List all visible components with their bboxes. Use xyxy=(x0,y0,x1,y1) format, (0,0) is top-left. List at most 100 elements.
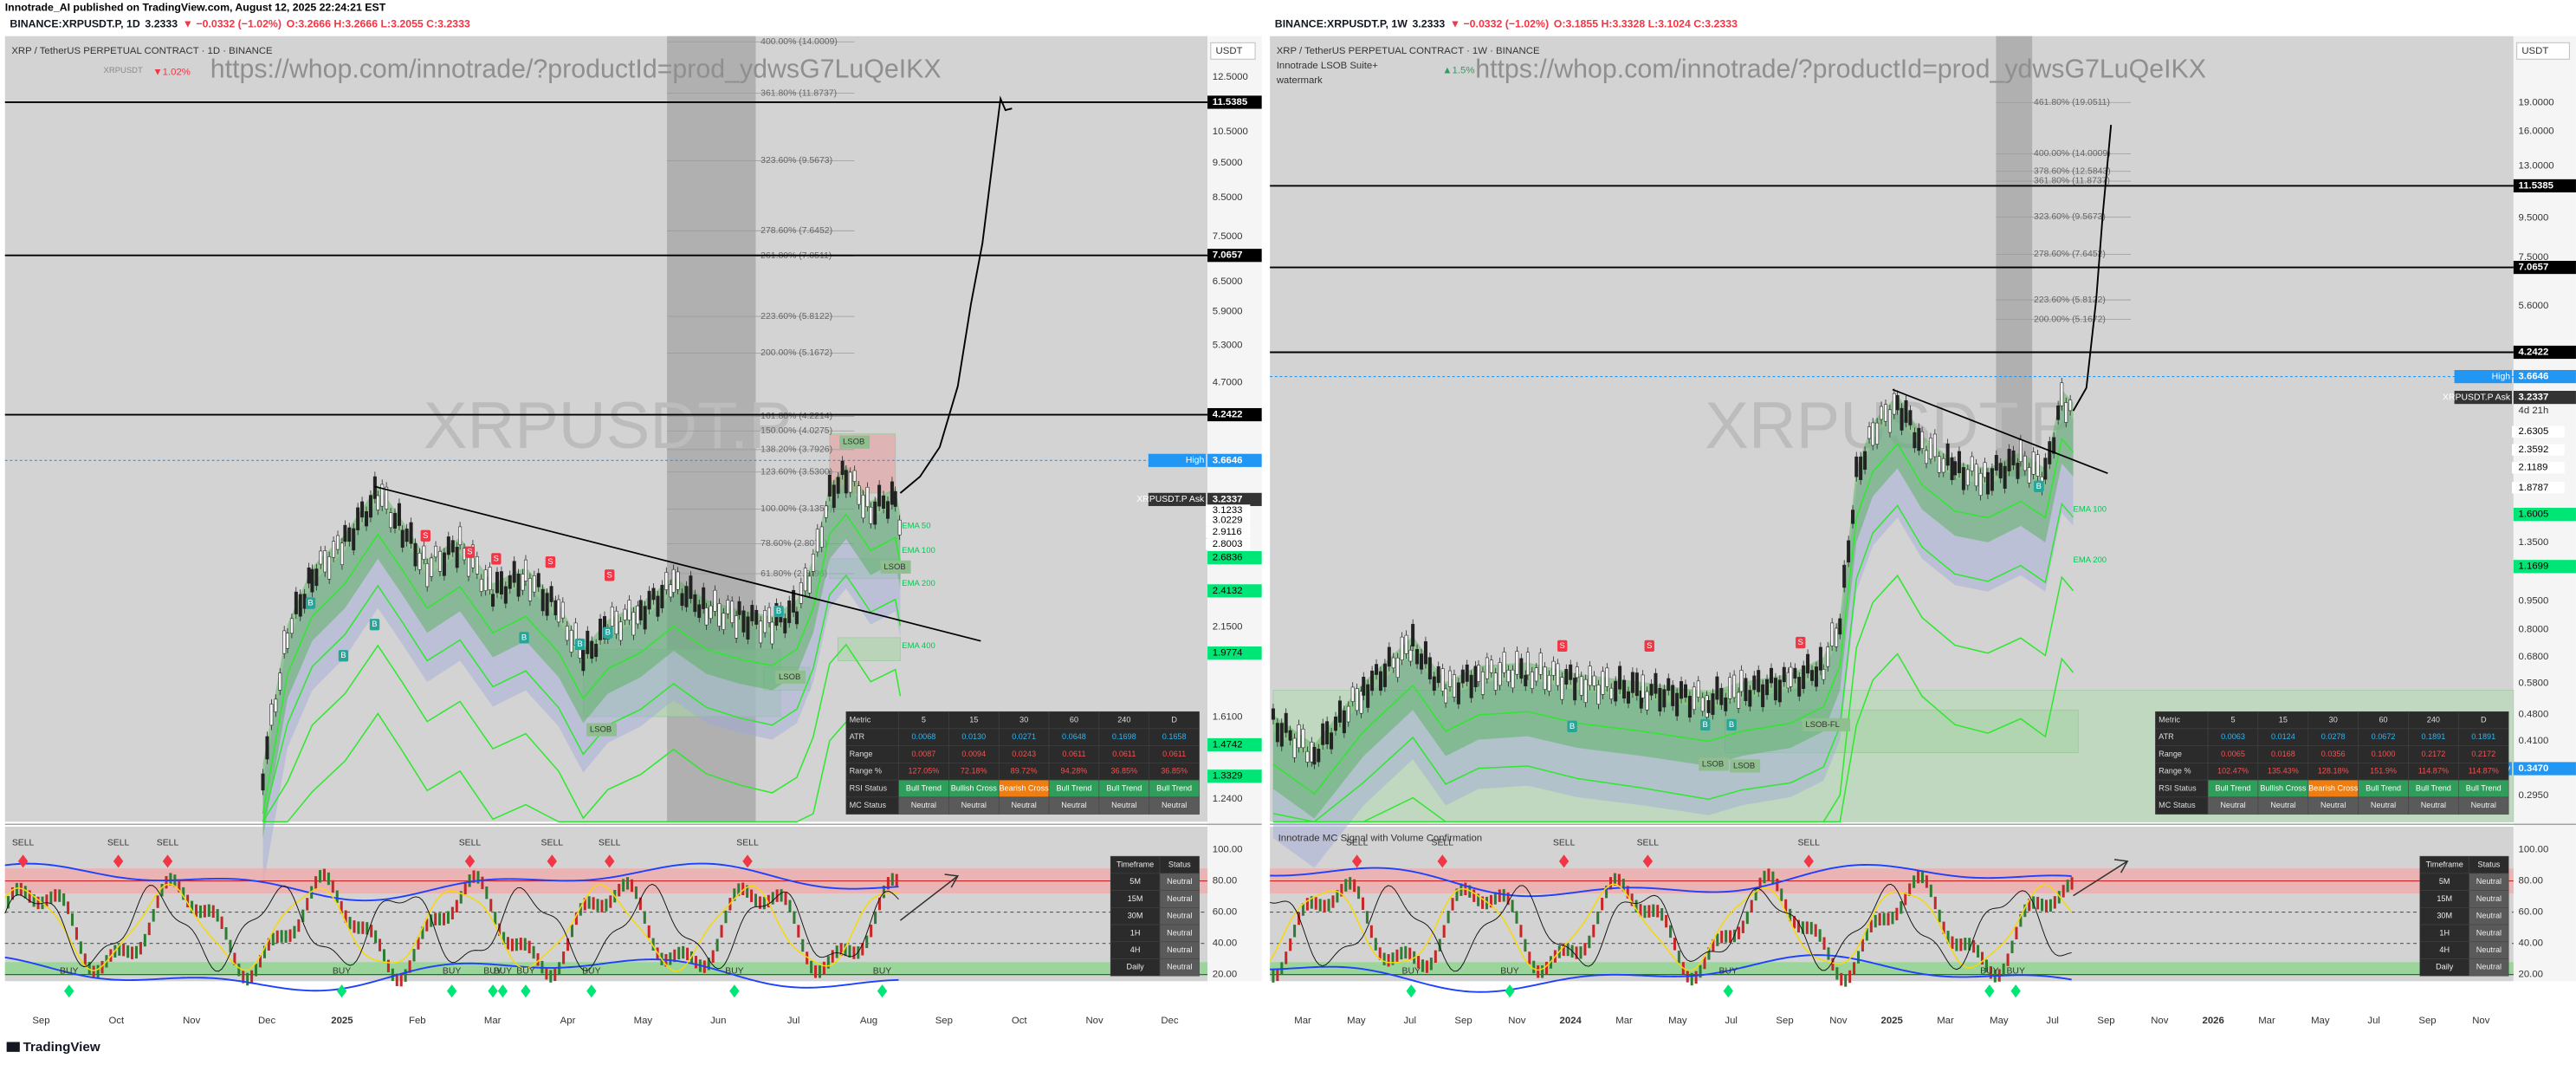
candle xyxy=(368,495,372,518)
osc-candle xyxy=(532,945,535,959)
candle xyxy=(1502,652,1506,673)
candle xyxy=(660,584,664,608)
osc-candle xyxy=(1515,911,1518,924)
osc-candle xyxy=(1643,905,1647,919)
osc-candle xyxy=(211,905,215,919)
osc-candle xyxy=(284,930,288,943)
candle xyxy=(1543,666,1547,690)
sell-marker xyxy=(464,546,476,558)
candle xyxy=(709,605,713,620)
candle xyxy=(1835,627,1839,647)
candle xyxy=(1892,393,1896,415)
osc-candle xyxy=(139,942,142,955)
candle xyxy=(556,599,560,623)
lsob-label: LSOB-FL xyxy=(1805,720,1839,730)
osc-arrow xyxy=(2073,860,2128,897)
table-cell-text: 15 xyxy=(969,715,978,724)
candle xyxy=(1279,723,1284,747)
table-cell-text: Range xyxy=(850,750,873,758)
osc-candle xyxy=(2015,926,2018,940)
osc-candle xyxy=(861,943,864,956)
buy-marker xyxy=(1567,720,1577,732)
candle xyxy=(1917,427,1921,451)
candle xyxy=(1440,668,1445,692)
candle xyxy=(1671,685,1675,706)
osc-candle xyxy=(1272,970,1275,983)
price-tick-label: 0.5800 xyxy=(2519,678,2549,688)
table-cell-text: 128.18% xyxy=(2318,767,2349,776)
candle xyxy=(1359,691,1363,714)
table-cell-text: Metric xyxy=(850,715,871,724)
candle xyxy=(1867,426,1872,439)
currency-button[interactable] xyxy=(2516,42,2570,60)
buy-diamond xyxy=(877,984,888,998)
candle xyxy=(1793,667,1797,679)
price-tick-label: 2.1500 xyxy=(1213,621,1243,632)
osc-candle xyxy=(506,937,510,950)
sell-marker xyxy=(605,569,615,581)
candle xyxy=(560,601,565,619)
osc-candle xyxy=(468,874,471,887)
candle xyxy=(1473,666,1478,688)
osc-candle xyxy=(186,894,190,908)
osc-candle xyxy=(58,889,61,902)
buy-marker-label: B xyxy=(1729,720,1734,730)
buy-diamond xyxy=(521,984,531,998)
osc-candle xyxy=(771,892,774,905)
buy-marker-label: B xyxy=(1570,722,1575,731)
osc-candle xyxy=(758,896,761,909)
candle xyxy=(882,495,886,510)
osc-candle xyxy=(1920,870,1924,884)
buy-signal: BUY xyxy=(582,967,600,977)
candle xyxy=(1920,431,1925,449)
osc-candle xyxy=(1630,893,1634,906)
currency-label[interactable]: USDT xyxy=(2521,46,2548,56)
osc-candle xyxy=(1489,894,1492,908)
osc-candle xyxy=(463,881,467,895)
candle xyxy=(1355,688,1359,711)
candle xyxy=(807,575,812,594)
time-tick-label: Dec xyxy=(258,1016,276,1026)
osc-candle xyxy=(1400,946,1403,960)
osc-candle xyxy=(301,909,305,923)
osc-candle xyxy=(733,888,736,901)
candle xyxy=(2036,454,2040,477)
tf-cell-text: 15M xyxy=(1128,894,1143,903)
candle xyxy=(1732,674,1737,698)
candle xyxy=(680,593,684,607)
badge-box xyxy=(2513,762,2576,776)
sell-marker-label: S xyxy=(467,548,472,557)
tf-cell xyxy=(1159,958,1200,977)
osc-candle xyxy=(1468,885,1472,898)
symbol-price: 3.2333 xyxy=(1413,18,1446,30)
candle xyxy=(783,618,787,633)
osc-candle xyxy=(746,885,749,898)
currency-button[interactable] xyxy=(1210,42,1256,60)
badge-tag xyxy=(1148,453,1207,467)
osc-candle xyxy=(1887,912,1890,925)
osc-candle xyxy=(634,886,638,899)
price-tick-label: 13.0000 xyxy=(2519,161,2554,172)
currency-label[interactable]: USDT xyxy=(1216,46,1243,56)
ema-price-label: 1.3329 xyxy=(1213,771,1243,782)
osc-tick-label: 100.00 xyxy=(2519,845,2549,855)
osc-candle xyxy=(1925,875,1928,888)
candle xyxy=(857,485,861,505)
tf-cell-text: Status xyxy=(2478,860,2501,868)
osc-candle xyxy=(1809,921,1813,935)
osc-candle xyxy=(348,917,352,930)
candle xyxy=(553,600,558,616)
fib-label: 361.80% (11.8737) xyxy=(761,88,837,98)
osc-candle xyxy=(288,929,292,942)
osc-candle xyxy=(79,941,82,954)
osc-candle xyxy=(793,911,796,924)
osc-candle xyxy=(1511,899,1514,912)
tf-cell-text: Neutral xyxy=(2476,945,2502,954)
candle xyxy=(1362,677,1366,696)
osc-candle xyxy=(1972,939,1976,953)
candle xyxy=(1330,732,1334,750)
candle xyxy=(475,556,479,575)
osc-candle xyxy=(143,933,146,947)
oscillator-title: Innotrade MC Signal with Volume Confirma… xyxy=(1278,833,1483,843)
buy-signal: BUY xyxy=(2006,967,2024,977)
